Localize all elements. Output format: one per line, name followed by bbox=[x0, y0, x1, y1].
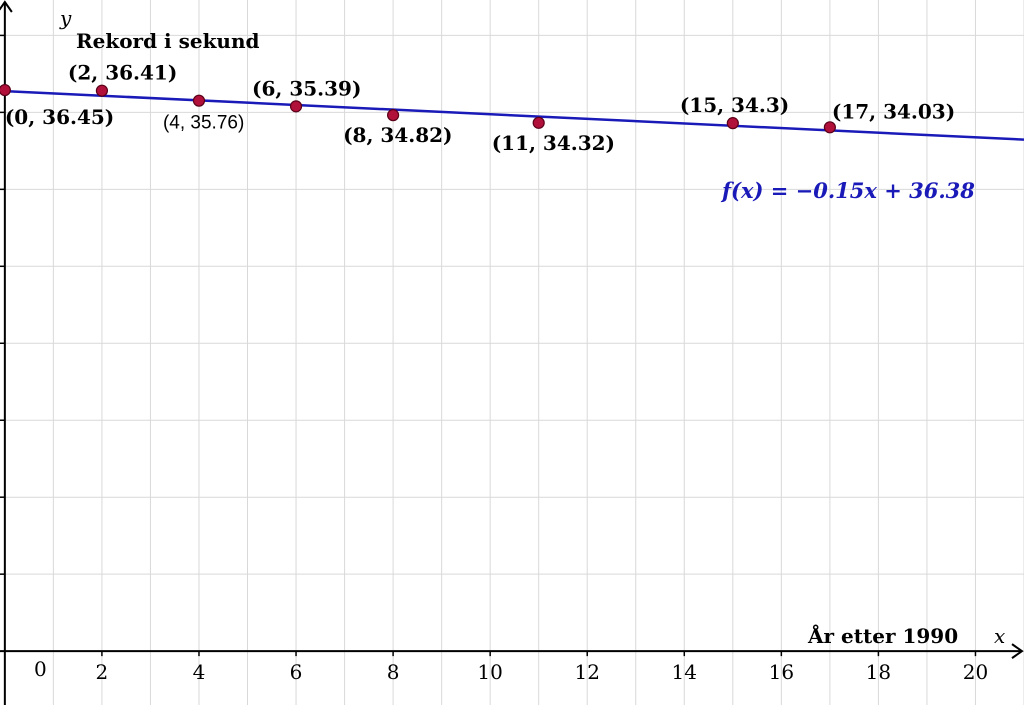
x-tick-label: 4 bbox=[193, 660, 206, 684]
point-label: (4, 35.76) bbox=[163, 113, 244, 134]
data-point bbox=[95, 84, 109, 97]
origin-label: 0 bbox=[34, 657, 47, 681]
data-point bbox=[726, 117, 739, 130]
point-label: (15, 34.3) bbox=[680, 93, 789, 117]
point-label: (2, 36.41) bbox=[68, 61, 177, 85]
data-point bbox=[0, 83, 11, 97]
point-label: (17, 34.03) bbox=[832, 99, 955, 123]
regression-line bbox=[4, 89, 1024, 141]
y-axis-arrow bbox=[0, 0, 13, 13]
x-tick-label: 6 bbox=[290, 660, 303, 684]
point-label: (6, 35.39) bbox=[252, 76, 361, 100]
point-labels: (0, 36.45) (2, 36.41) (4, 35.76) (6, 35.39)… bbox=[5, 61, 955, 155]
data-point bbox=[289, 100, 303, 113]
x-tick-label: 14 bbox=[672, 660, 697, 684]
x-tick-label: 8 bbox=[387, 660, 400, 684]
x-tick-label: 18 bbox=[866, 660, 891, 684]
regression-line-group bbox=[4, 89, 1024, 141]
data-point bbox=[532, 116, 545, 129]
x-axis-arrow bbox=[1011, 643, 1024, 659]
x-tick-label: 2 bbox=[96, 660, 109, 684]
x-tick-label: 12 bbox=[574, 660, 599, 684]
x-tick-label: 16 bbox=[769, 660, 794, 684]
data-point bbox=[823, 121, 836, 134]
x-axis-symbol: x bbox=[994, 624, 1005, 648]
y-axis-symbol: y bbox=[59, 6, 72, 30]
data-point bbox=[192, 94, 206, 107]
x-tick-label: 10 bbox=[477, 660, 502, 684]
tick-labels: 2468101214161820510152025303540 bbox=[0, 34, 988, 684]
data-points bbox=[0, 83, 836, 134]
point-label: (0, 36.45) bbox=[5, 105, 114, 129]
point-label: (11, 34.32) bbox=[492, 131, 615, 155]
point-label: (8, 34.82) bbox=[343, 123, 452, 147]
function-label: f(x) = −0.15x + 36.38 bbox=[720, 178, 975, 203]
x-axis-label: År etter 1990 bbox=[807, 624, 958, 648]
x-tick-label: 20 bbox=[963, 660, 988, 684]
y-axis-label: Rekord i sekund bbox=[76, 29, 260, 53]
data-point bbox=[386, 109, 400, 122]
